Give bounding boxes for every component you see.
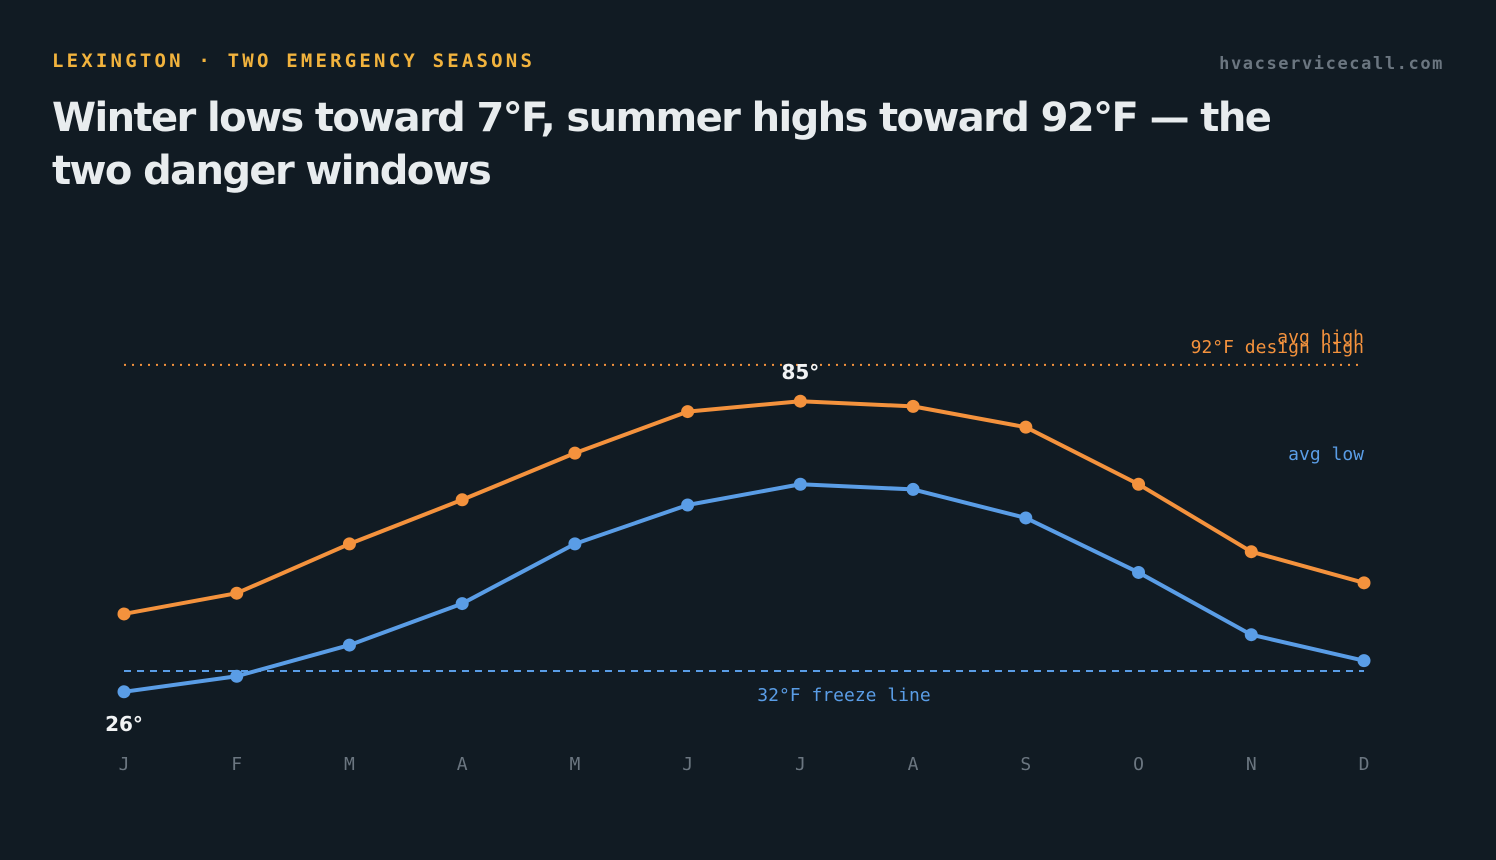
avg-low-point [568,537,582,551]
avg-low-point [1244,628,1258,642]
avg-high-point [230,586,244,600]
avg-high-point [568,446,582,460]
freeze-line-label: 32°F freeze line [757,685,930,706]
avg-high-point [455,493,469,507]
x-tick-label: A [457,754,468,775]
avg-low-point [117,685,131,699]
avg-high-point [793,394,807,408]
design-high-label: 92°F design high [1191,337,1364,358]
peak-high-label: 85° [781,360,819,384]
x-tick-label: O [1133,754,1144,775]
avg-high-point [1357,576,1371,590]
x-tick-label: S [1020,754,1031,775]
avg-low-point [1132,565,1146,579]
site-url: hvacservicecall.com [1219,54,1444,74]
avg-low-point [793,477,807,491]
avg-high-point [906,399,920,413]
x-tick-label: J [119,754,130,775]
x-tick-label: F [231,754,242,775]
chart-title: Winter lows toward 7°F, summer highs tow… [52,95,1272,194]
chart-eyebrow: LEXINGTON · TWO EMERGENCY SEASONS [52,50,536,72]
avg-low-point [342,638,356,652]
min-low-label: 26° [105,712,143,736]
avg-low-point [230,669,244,683]
x-tick-label: N [1246,754,1257,775]
avg-low-point [455,597,469,611]
avg-high-line [122,399,1366,616]
avg-high-point [1244,545,1258,559]
avg-high-label: avg high [1277,327,1364,348]
avg-high-point [681,405,695,419]
x-tick-label: D [1359,754,1370,775]
avg-low-point [1019,511,1033,525]
avg-high-point [117,607,131,621]
avg-low-point [681,498,695,512]
x-tick-label: A [908,754,919,775]
x-tick-label: M [344,754,355,775]
x-tick-label: M [569,754,580,775]
avg-low-point [1357,654,1371,668]
avg-low-line [122,482,1366,694]
avg-low-label: avg low [1288,444,1364,465]
avg-high-point [1132,477,1146,491]
x-tick-label: J [795,754,806,775]
avg-high-point [1019,420,1033,434]
avg-low-point [906,482,920,496]
avg-high-point [342,537,356,551]
x-tick-label: J [682,754,693,775]
